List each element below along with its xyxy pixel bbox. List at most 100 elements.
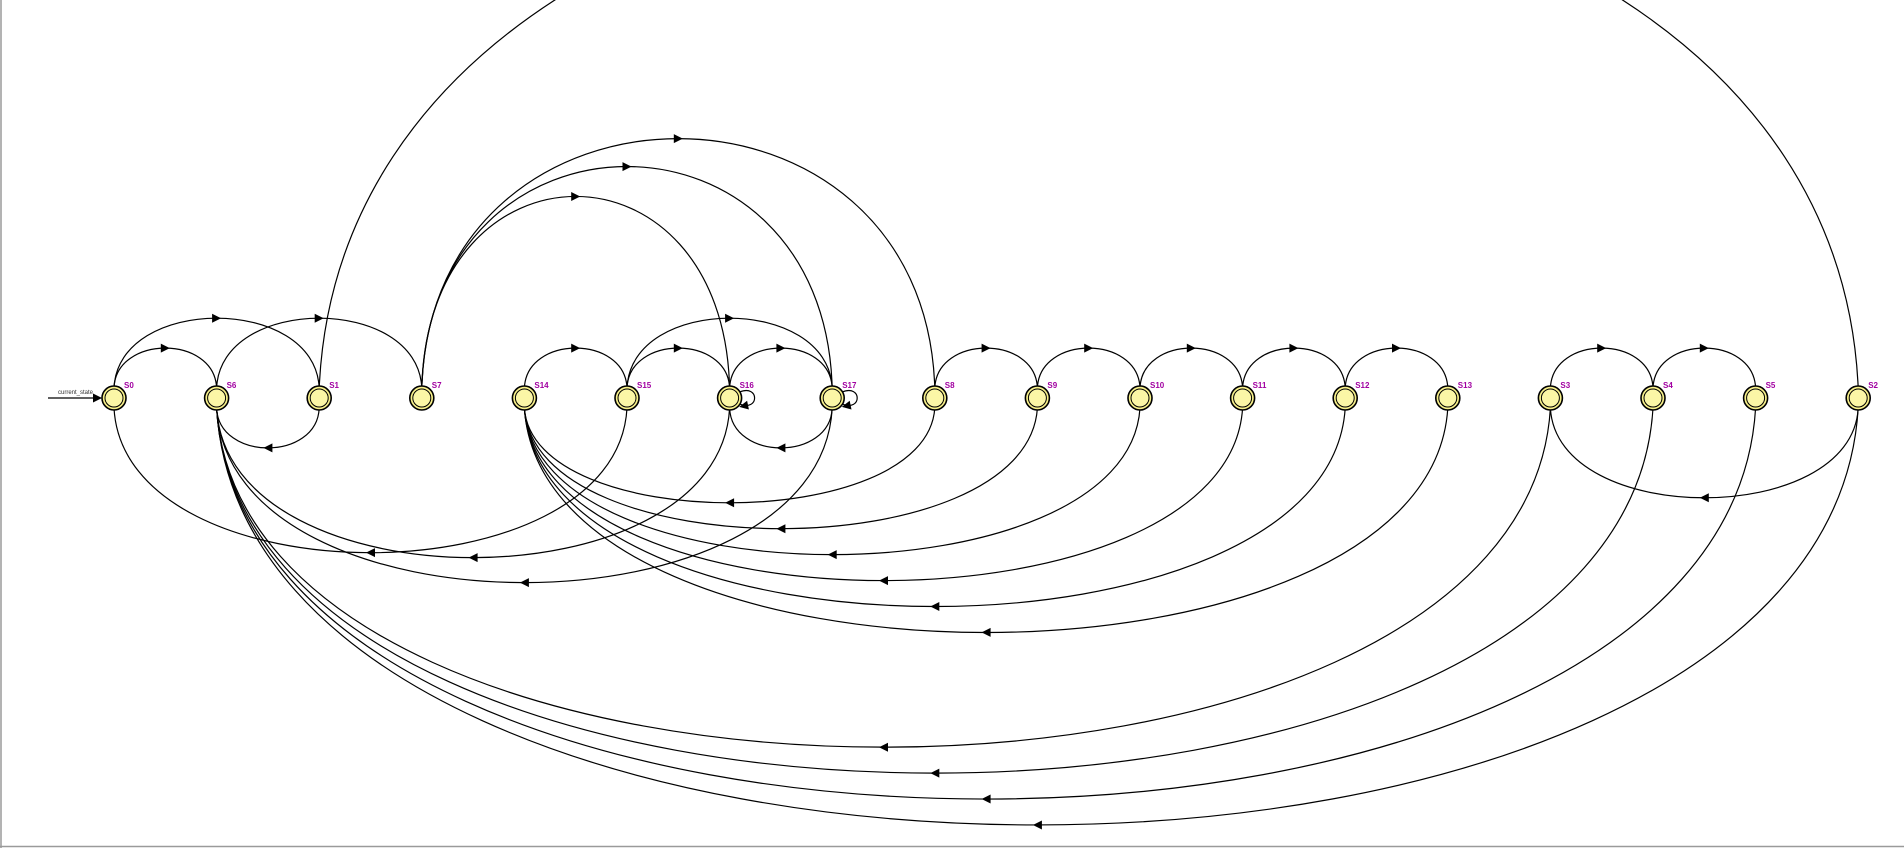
transition-s16-to-s6: [216, 407, 731, 559]
state-s11-inner-circle: [1233, 388, 1253, 408]
transition-s4-to-s6-arrowhead: [930, 768, 940, 778]
transition-s8-to-s14-arrowhead: [725, 498, 735, 508]
transition-s14-to-s15-arrowhead: [571, 343, 581, 353]
state-s8-label: S8: [945, 381, 955, 390]
state-s4-inner-circle: [1643, 388, 1663, 408]
transition-s10-to-s11-arrowhead: [1186, 343, 1196, 353]
state-s7-inner-circle: [412, 388, 432, 408]
transition-s9-to-s14-arrowhead: [776, 524, 786, 534]
transition-s7-to-s8: [421, 138, 936, 389]
state-s9-label: S9: [1047, 381, 1057, 390]
transition-s2-to-s3: [1549, 407, 1859, 499]
state-s13[interactable]: S13: [1435, 381, 1473, 411]
state-s8-inner-circle: [925, 388, 945, 408]
transition-s12-to-s14: [523, 407, 1346, 607]
transition-s10-to-s14: [523, 407, 1141, 556]
state-s10[interactable]: S10: [1127, 381, 1165, 411]
state-s14[interactable]: S14: [511, 381, 549, 411]
state-s17-label: S17: [842, 381, 857, 390]
transition-s7-to-s8-arrowhead: [673, 134, 683, 144]
state-s13-label: S13: [1458, 381, 1473, 390]
state-s12-inner-circle: [1335, 388, 1355, 408]
state-s15[interactable]: S15: [614, 381, 652, 411]
state-s11-label: S11: [1253, 381, 1267, 390]
transition-s3-to-s6: [216, 407, 1551, 748]
state-s14-inner-circle: [514, 388, 534, 408]
state-s2[interactable]: S2: [1845, 381, 1879, 411]
state-s1-inner-circle: [309, 388, 329, 408]
transition-s2-to-s3-arrowhead: [1699, 493, 1709, 503]
transition-s8-to-s9-arrowhead: [981, 343, 991, 353]
state-s2-inner-circle: [1848, 388, 1868, 408]
transition-s12-to-s13-arrowhead: [1392, 343, 1401, 353]
state-s11[interactable]: S11: [1229, 381, 1267, 411]
state-s9[interactable]: S9: [1024, 381, 1058, 411]
transition-s6-to-s7-arrowhead: [314, 313, 324, 323]
state-s6-label: S6: [227, 381, 237, 390]
transition-s15-to-s17-arrowhead: [725, 313, 735, 323]
state-s0-label: S0: [124, 381, 134, 390]
transition-s12-to-s14-arrowhead: [930, 602, 940, 611]
state-s6-inner-circle: [207, 388, 227, 408]
state-s17[interactable]: S17: [819, 381, 857, 411]
transition-s16-to-s6-arrowhead: [468, 553, 478, 563]
state-s8[interactable]: S8: [921, 381, 955, 411]
transition-s5-to-s6: [216, 407, 1757, 800]
transition-s1-to-s6-arrowhead: [263, 443, 273, 453]
transition-s0-to-s1-arrowhead: [212, 313, 222, 323]
transition-s5-to-s6-arrowhead: [981, 794, 991, 804]
transition-s4-to-s6: [216, 407, 1654, 774]
transition-s15-to-s0-arrowhead: [366, 548, 375, 558]
transition-s17-to-s17-arrowhead: [841, 400, 852, 410]
state-s7-label: S7: [432, 381, 442, 390]
state-s7[interactable]: S7: [408, 381, 442, 411]
state-s14-label: S14: [534, 381, 549, 390]
state-s13-inner-circle: [1438, 388, 1458, 408]
state-s1[interactable]: S1: [306, 381, 340, 411]
transition-s16-to-s16-arrowhead: [739, 400, 749, 410]
transition-s4-to-s5-arrowhead: [1699, 343, 1709, 353]
state-s0[interactable]: S0: [101, 381, 134, 411]
transitions-layer: [113, 0, 1859, 830]
states-layer: S0 S6 S1 S7 S14 S15 S16 S17 S8 S9 S10 S11 S12 S13 S3 S4…: [101, 381, 1879, 411]
transition-s2-to-s6: [216, 407, 1859, 826]
entry-arrowhead: [93, 393, 102, 403]
transition-s7-to-s17-arrowhead: [622, 162, 632, 172]
state-s16-inner-circle: [720, 388, 740, 408]
state-s6[interactable]: S6: [203, 381, 237, 411]
state-s17-inner-circle: [822, 388, 842, 408]
state-s5-label: S5: [1766, 381, 1776, 390]
state-s4[interactable]: S4: [1640, 381, 1673, 411]
transition-s15-to-s16-arrowhead: [673, 343, 683, 353]
transition-s7-to-s16: [421, 196, 731, 389]
state-s16-label: S16: [740, 381, 755, 390]
state-s12-label: S12: [1355, 381, 1370, 390]
entry-arrow-label: current_state: [58, 390, 94, 396]
transition-s17-to-s16: [729, 407, 833, 449]
transition-s1-to-s2: [318, 0, 1859, 389]
transition-s13-to-s14-arrowhead: [981, 627, 991, 637]
transition-s17-to-s16-arrowhead: [776, 443, 786, 453]
transition-s0-to-s1: [113, 317, 320, 389]
state-s9-inner-circle: [1027, 388, 1047, 408]
transition-s17-to-s6-arrowhead: [519, 578, 529, 588]
state-s16[interactable]: S16: [716, 381, 755, 411]
state-s4-label: S4: [1663, 381, 1673, 390]
state-s12[interactable]: S12: [1332, 381, 1370, 411]
transition-s16-to-s17-arrowhead: [776, 343, 786, 353]
state-s3[interactable]: S3: [1537, 381, 1571, 411]
entry-arrow-group: current_state: [48, 390, 102, 403]
transition-s7-to-s16-arrowhead: [571, 192, 581, 201]
state-s10-label: S10: [1150, 381, 1165, 390]
state-s3-label: S3: [1560, 381, 1570, 390]
transition-s1-to-s6: [216, 407, 320, 449]
transition-s3-to-s4-arrowhead: [1597, 343, 1607, 353]
state-s3-inner-circle: [1540, 388, 1560, 408]
transition-s3-to-s6-arrowhead: [879, 742, 888, 752]
state-s0-inner-circle: [104, 388, 124, 408]
state-s5[interactable]: S5: [1742, 381, 1776, 411]
transition-s7-to-s17: [421, 165, 833, 389]
transition-s0-to-s6-arrowhead: [160, 343, 170, 353]
state-s15-label: S15: [637, 381, 652, 390]
